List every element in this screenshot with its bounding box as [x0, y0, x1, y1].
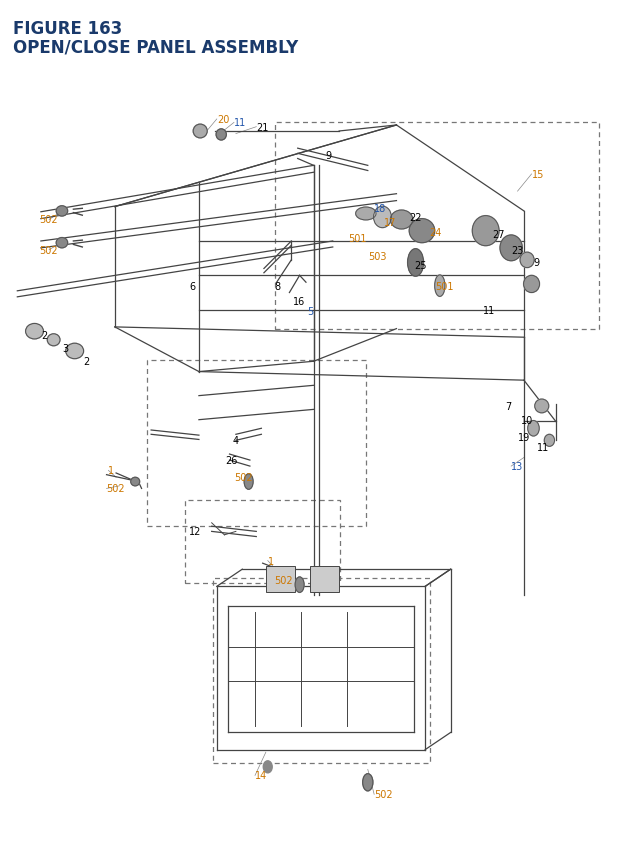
Text: 19: 19 [518, 432, 530, 443]
Ellipse shape [408, 250, 424, 277]
Text: 10: 10 [521, 415, 533, 425]
Text: 18: 18 [374, 204, 387, 214]
Text: 26: 26 [226, 455, 238, 466]
Ellipse shape [409, 220, 435, 244]
Ellipse shape [56, 207, 68, 217]
Ellipse shape [435, 276, 445, 297]
Text: 12: 12 [189, 527, 202, 536]
Ellipse shape [66, 344, 84, 359]
Ellipse shape [26, 324, 44, 339]
Ellipse shape [472, 216, 499, 246]
Text: 25: 25 [414, 261, 427, 270]
Bar [266, 566, 294, 592]
Text: 1: 1 [108, 466, 115, 476]
Text: 2: 2 [83, 356, 89, 367]
Text: FIGURE 163: FIGURE 163 [13, 21, 122, 38]
Ellipse shape [544, 435, 554, 447]
Text: 3: 3 [62, 344, 68, 354]
Text: 9: 9 [325, 151, 332, 161]
Ellipse shape [374, 207, 392, 228]
Ellipse shape [193, 125, 207, 139]
Ellipse shape [295, 577, 304, 592]
Text: 501: 501 [435, 282, 453, 291]
Ellipse shape [524, 276, 540, 294]
Ellipse shape [356, 208, 376, 220]
Text: 9: 9 [534, 257, 540, 267]
Text: 16: 16 [293, 297, 305, 307]
Text: 503: 503 [368, 252, 387, 262]
Ellipse shape [131, 478, 140, 486]
Text: 502: 502 [274, 575, 292, 585]
Text: 21: 21 [256, 122, 269, 133]
Text: 502: 502 [40, 245, 58, 255]
Ellipse shape [263, 761, 272, 773]
Text: 22: 22 [409, 213, 422, 223]
Text: 6: 6 [189, 282, 195, 291]
Text: 502: 502 [40, 215, 58, 226]
Text: 11: 11 [483, 306, 495, 315]
Text: 23: 23 [511, 245, 524, 255]
Text: 5: 5 [307, 307, 314, 317]
Text: 502: 502 [374, 790, 393, 799]
Text: 1: 1 [268, 556, 274, 566]
Text: 17: 17 [384, 218, 396, 228]
Ellipse shape [390, 211, 413, 230]
Text: 20: 20 [217, 115, 229, 125]
Ellipse shape [528, 421, 540, 437]
Text: OPEN/CLOSE PANEL ASSEMBLY: OPEN/CLOSE PANEL ASSEMBLY [13, 38, 298, 56]
Text: 7: 7 [505, 401, 511, 412]
Ellipse shape [535, 400, 548, 413]
Text: 2: 2 [41, 331, 47, 341]
Text: 11: 11 [234, 118, 246, 128]
Ellipse shape [56, 238, 68, 249]
Ellipse shape [500, 236, 522, 262]
Bar [310, 566, 339, 592]
Text: 13: 13 [511, 461, 524, 472]
Text: 501: 501 [349, 233, 367, 244]
Ellipse shape [520, 253, 534, 269]
Text: 27: 27 [492, 230, 504, 240]
Text: 14: 14 [255, 771, 268, 781]
Text: 15: 15 [532, 170, 544, 180]
Text: 24: 24 [429, 228, 442, 238]
Text: 11: 11 [537, 443, 549, 453]
Ellipse shape [363, 774, 373, 791]
Text: 8: 8 [274, 282, 280, 291]
Text: 502: 502 [106, 484, 125, 494]
Ellipse shape [216, 130, 227, 141]
Text: 4: 4 [232, 436, 238, 446]
Text: 502: 502 [234, 473, 253, 483]
Ellipse shape [47, 334, 60, 346]
Ellipse shape [244, 474, 253, 490]
